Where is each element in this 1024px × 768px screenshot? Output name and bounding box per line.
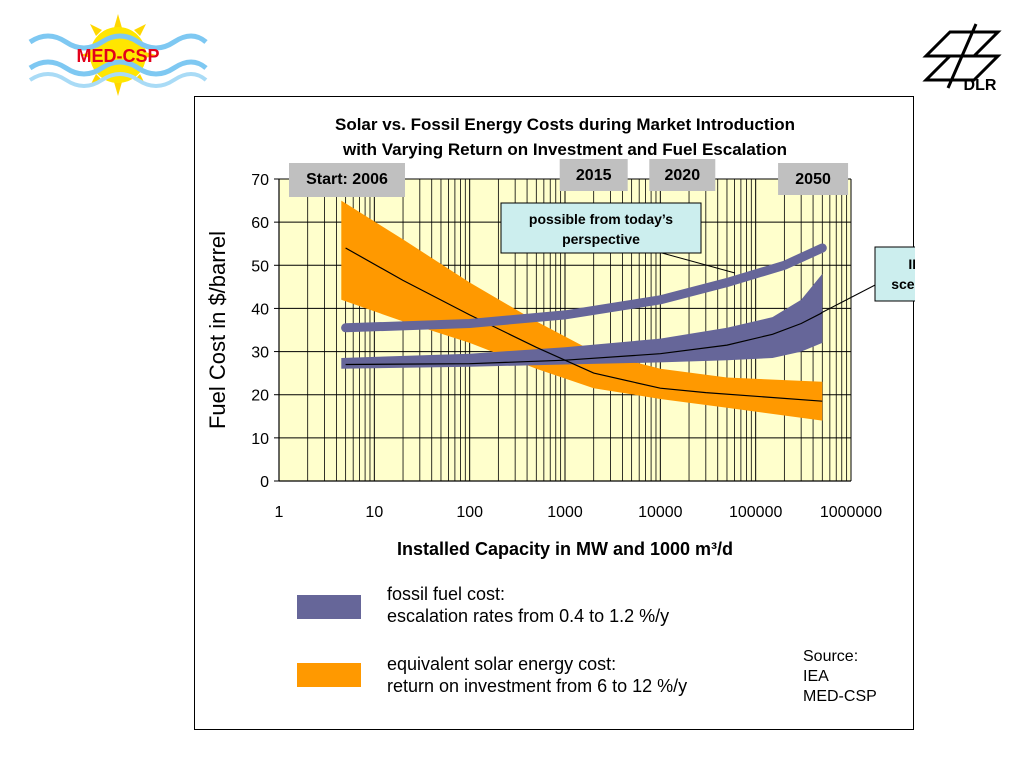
x-axis-label: Installed Capacity in MW and 1000 m³/d: [397, 539, 733, 559]
y-tick-label: 40: [251, 301, 269, 318]
y-tick-label: 20: [251, 388, 269, 405]
legend-label-solar-line-2: return on investment from 6 to 12 %/y: [387, 676, 688, 696]
x-tick-label: 1: [275, 504, 284, 521]
x-tick-label: 10: [365, 504, 383, 521]
callout-iea-line-1: IEA: [908, 256, 915, 272]
y-tick-label: 0: [260, 474, 269, 491]
year-marker-label: Start: 2006: [306, 171, 388, 188]
sun-wave-logo-icon: MED-CSP: [28, 14, 208, 96]
callout-possible-line-1: possible from today’s: [529, 211, 673, 227]
year-marker-box: [559, 159, 628, 191]
year-marker-label: 2015: [576, 167, 612, 184]
series-band-0: [341, 200, 823, 421]
chart-plot-svg: 0 10 20 30 40 50 60 70 1 10 100 1000 10000 100000 1000…: [205, 115, 915, 559]
dlr-logo-icon: DLR: [922, 23, 1002, 94]
y-tick-label: 30: [251, 345, 269, 362]
series-line-3: [345, 312, 823, 366]
dlr-logo: DLR: [922, 22, 1004, 98]
year-marker-box: [778, 163, 849, 195]
source-line-3: MED-CSP: [803, 688, 877, 705]
year-marker-label: 2050: [795, 171, 831, 188]
x-tick-label: 100: [456, 504, 483, 521]
x-tick-label: 1000: [547, 504, 583, 521]
x-tick-label: 1000000: [820, 504, 882, 521]
legend-swatch-fossil: [297, 595, 361, 619]
y-tick-label: 10: [251, 431, 269, 448]
legend-swatch-solar: [297, 663, 361, 687]
chart-frame: 0 10 20 30 40 50 60 70 1 10 100 1000 10000 100000 1000…: [194, 96, 915, 730]
series-band-2: [341, 273, 823, 369]
med-csp-logo-text: MED-CSP: [76, 46, 159, 66]
callout-pointer-possible: [661, 252, 736, 274]
legend-label-fossil: fossil fuel cost: escalation rates from …: [387, 583, 807, 627]
y-tick-label: 70: [251, 172, 269, 189]
series-thick-line-4: [341, 243, 827, 333]
legend-label-solar: equivalent solar energy cost: return on …: [387, 653, 807, 697]
y-tick-label: 60: [251, 215, 269, 232]
source-line-1: Source:: [803, 648, 859, 665]
legend-label-fossil-line-1: fossil fuel cost:: [387, 584, 506, 604]
year-marker-label: 2020: [665, 167, 701, 184]
legend-label-fossil-line-2: escalation rates from 0.4 to 1.2 %/y: [387, 606, 670, 626]
callout-box-possible: [500, 202, 702, 254]
dlr-logo-text: DLR: [964, 77, 997, 94]
year-marker-box: [649, 159, 716, 191]
callout-box-iea: [874, 246, 915, 302]
y-tick-label: 50: [251, 258, 269, 275]
chart-title-line-1: Solar vs. Fossil Energy Costs during Mar…: [335, 115, 795, 134]
y-axis-label: Fuel Cost in $/barrel: [205, 231, 230, 429]
med-csp-logo: MED-CSP: [28, 12, 208, 98]
legend-label-solar-line-1: equivalent solar energy cost:: [387, 654, 617, 674]
year-marker-box: [289, 163, 405, 197]
x-tick-label: 10000: [638, 504, 683, 521]
callout-possible-line-2: perspective: [562, 231, 640, 247]
source-line-2: IEA: [803, 668, 829, 685]
source-note: Source: IEA MED-CSP: [803, 647, 907, 707]
chart-title-line-2: with Varying Return on Investment and Fu…: [342, 140, 787, 159]
x-tick-label: 100000: [729, 504, 782, 521]
callout-iea-line-2: scenario: [891, 276, 915, 292]
callout-pointer-iea: [820, 282, 880, 314]
